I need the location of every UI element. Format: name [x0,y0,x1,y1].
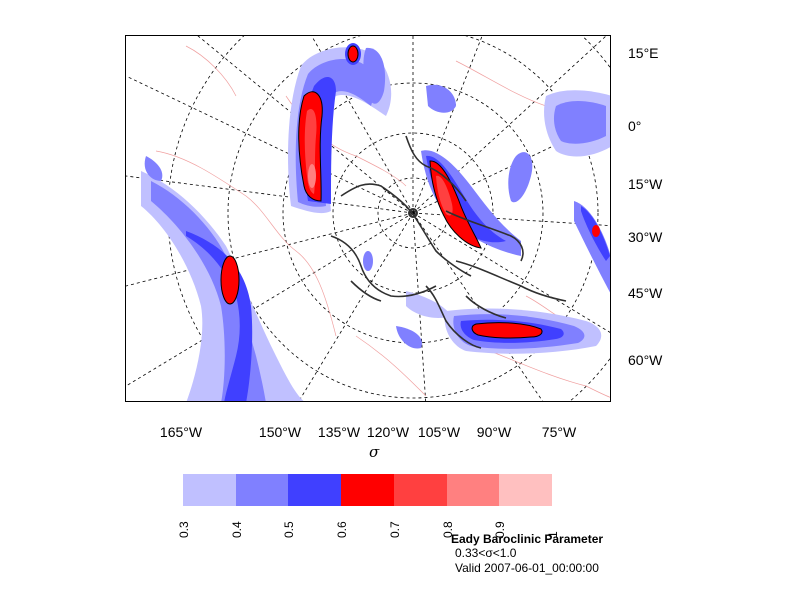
colorbar-tick-label: 0.6 [335,521,350,538]
legend-valid-time: Valid 2007-06-01_00:00:00 [455,561,599,575]
colorbar-swatch [288,474,342,506]
lat-tick-60w: 60°W [628,352,663,368]
lat-tick-15w: 15°W [628,176,663,192]
colorbar-swatch [235,474,289,506]
colorbar-tick-label: 0.3 [177,521,191,538]
colorbar-swatch [393,474,447,506]
colorbar-swatch [341,474,394,506]
lat-tick-45w: 45°W [628,285,663,301]
lat-tick-15e: 15°E [628,45,659,61]
x-axis-label: σ [369,443,380,461]
terrain-outlines [330,135,567,349]
lon-tick-135w: 135°W [317,424,361,440]
lon-tick-90w: 90°W [476,424,512,440]
lon-tick-75w: 75°W [541,424,577,440]
eady-parameter-map [126,36,610,401]
lon-tick-150w: 150°W [258,424,302,440]
lon-tick-105w: 105°W [417,424,461,440]
colorbar-tick-label: 0.4 [229,521,244,538]
lon-tick-120w: 120°W [366,424,410,440]
lat-tick-0: 0° [628,118,642,134]
colorbar-tick-label: 0.7 [387,521,402,538]
legend-title: Eady Baroclinic Parameter [451,532,604,546]
colorbar-swatch [499,474,553,506]
colorbar-tick-label: 0.5 [282,521,297,538]
legend-range: 0.33<σ<1.0 [455,546,517,560]
lon-tick-165w: 165°W [159,424,203,440]
colorbar-swatch [183,474,236,506]
lat-tick-30w: 30°W [628,229,663,245]
colorbar [183,474,553,506]
map-panel [125,35,611,402]
colorbar-swatch [446,474,500,506]
